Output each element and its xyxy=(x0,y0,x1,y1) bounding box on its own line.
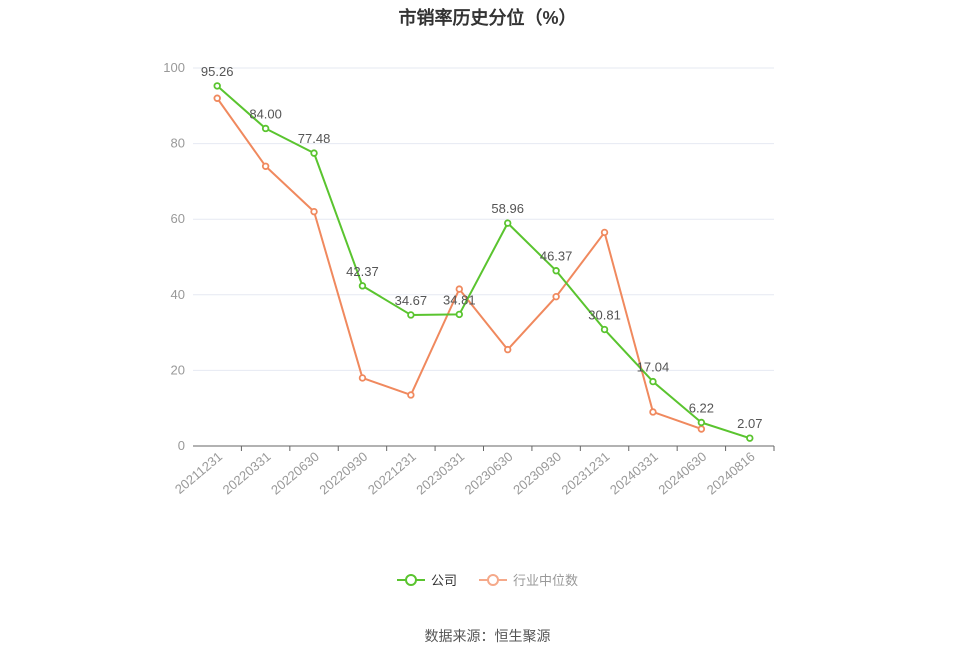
legend: 公司 行业中位数 xyxy=(0,570,975,589)
data-label: 46.37 xyxy=(540,249,573,264)
data-point[interactable] xyxy=(358,374,367,382)
data-label: 58.96 xyxy=(491,201,524,216)
data-label: 77.48 xyxy=(298,131,331,146)
data-label: 95.26 xyxy=(201,64,234,79)
data-point[interactable] xyxy=(261,124,270,133)
data-point[interactable] xyxy=(213,94,221,102)
source-note: 数据来源：恒生聚源 xyxy=(424,628,551,644)
legend-item-company[interactable]: 公司 xyxy=(396,570,457,589)
data-point[interactable] xyxy=(697,418,706,427)
grid-lines xyxy=(193,67,774,371)
series xyxy=(213,82,754,442)
data-point[interactable] xyxy=(552,267,560,275)
data-label: 2.07 xyxy=(737,416,762,431)
data-point[interactable] xyxy=(649,377,657,386)
line-chart: 0204060801002021123120220331202206302022… xyxy=(163,60,775,498)
x-tick-label: 20240630 xyxy=(655,449,709,498)
data-point[interactable] xyxy=(746,434,754,442)
data-point[interactable] xyxy=(504,345,512,354)
data-label: 34.81 xyxy=(443,292,476,307)
series-line xyxy=(216,97,702,430)
data-label: 42.37 xyxy=(346,264,379,279)
data-point[interactable] xyxy=(504,219,512,227)
series-line xyxy=(216,85,751,440)
y-tick-label: 40 xyxy=(171,287,185,302)
data-label: 84.00 xyxy=(249,106,282,121)
data-label: 6.22 xyxy=(689,400,714,415)
y-tick-label: 60 xyxy=(171,211,185,226)
data-point[interactable] xyxy=(649,408,657,416)
data-point[interactable] xyxy=(261,162,270,170)
data-point[interactable] xyxy=(455,285,463,293)
data-point[interactable] xyxy=(552,292,560,301)
data-point[interactable] xyxy=(600,325,609,334)
data-point[interactable] xyxy=(310,149,318,157)
x-tick-label: 20240331 xyxy=(607,449,661,498)
x-tick-label: 20220331 xyxy=(220,449,274,498)
chart-title: 市销率历史分位（%） xyxy=(398,8,577,28)
legend-item-industry[interactable]: 行业中位数 xyxy=(479,570,578,589)
data-point[interactable] xyxy=(455,310,463,319)
data-label: 30.81 xyxy=(588,308,621,323)
data-point[interactable] xyxy=(407,311,415,319)
data-point[interactable] xyxy=(697,425,706,433)
y-tick-label: 20 xyxy=(171,362,185,377)
data-point[interactable] xyxy=(358,282,367,290)
data-point[interactable] xyxy=(407,391,415,399)
data-point[interactable] xyxy=(600,228,609,237)
x-tick-label: 20230630 xyxy=(462,449,516,498)
x-tick-label: 20220930 xyxy=(316,449,370,498)
legend-marker-industry-icon xyxy=(479,573,507,586)
data-label: 34.67 xyxy=(395,293,428,308)
x-tick-label: 20230930 xyxy=(510,449,564,498)
x-tick-label: 20231231 xyxy=(559,449,613,498)
legend-label-company: 公司 xyxy=(430,573,457,588)
data-point[interactable] xyxy=(213,82,221,90)
legend-marker-company-icon xyxy=(396,573,425,586)
y-tick-label: 0 xyxy=(178,438,185,453)
data-label: 17.04 xyxy=(637,360,670,375)
x-tick-label: 20220630 xyxy=(268,449,322,498)
x-tick-label: 20230331 xyxy=(413,449,467,498)
x-tick-label: 20221231 xyxy=(365,449,419,498)
x-tick-label: 20211231 xyxy=(172,449,225,497)
y-tick-label: 100 xyxy=(163,60,185,75)
data-labels: 95.26 84.00 77.48 42.37 34.67 34.81 58.96 46.37… xyxy=(201,64,763,431)
axes: 0204060801002021123120220331202206302022… xyxy=(163,60,775,498)
data-point[interactable] xyxy=(310,207,318,216)
legend-label-industry: 行业中位数 xyxy=(513,573,579,588)
x-tick-label: 20240816 xyxy=(704,449,758,498)
y-tick-label: 80 xyxy=(171,136,185,151)
